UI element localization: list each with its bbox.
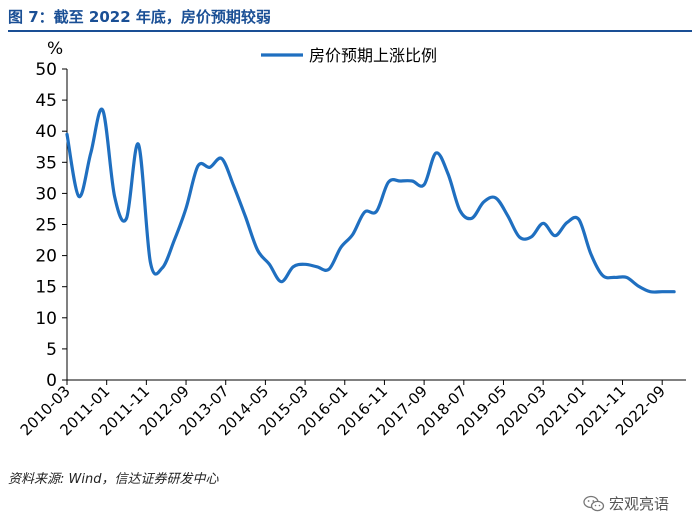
series-layer	[65, 107, 676, 294]
series-points	[66, 110, 675, 292]
figure-title: 图 7：截至 2022 年底，房价预期较弱	[8, 8, 271, 26]
y-tick-label: 50	[35, 60, 57, 80]
y-tick-label: 40	[35, 122, 57, 142]
source-note: 资料来源: Wind，信达证券研发中心	[8, 472, 219, 487]
y-tick-label: 5	[46, 340, 57, 360]
y-tick-label: 20	[35, 247, 57, 267]
wechat-icon	[583, 495, 605, 511]
watermark-text: 宏观亮语	[609, 495, 670, 513]
y-axis-unit: %	[47, 39, 63, 59]
watermark: 宏观亮语	[583, 493, 669, 514]
y-tick-label: 30	[35, 184, 57, 204]
y-tick-label: 45	[35, 91, 57, 111]
y-tick-label: 25	[35, 216, 57, 236]
y-tick-label: 0	[46, 371, 57, 391]
series-line	[65, 107, 676, 294]
y-tick-label: 10	[35, 309, 57, 329]
title-divider	[8, 30, 692, 32]
y-tick-label: 35	[35, 153, 57, 173]
y-tick-label: 15	[35, 278, 57, 298]
legend: 房价预期上涨比例	[261, 46, 437, 65]
legend-label: 房价预期上涨比例	[309, 46, 437, 65]
